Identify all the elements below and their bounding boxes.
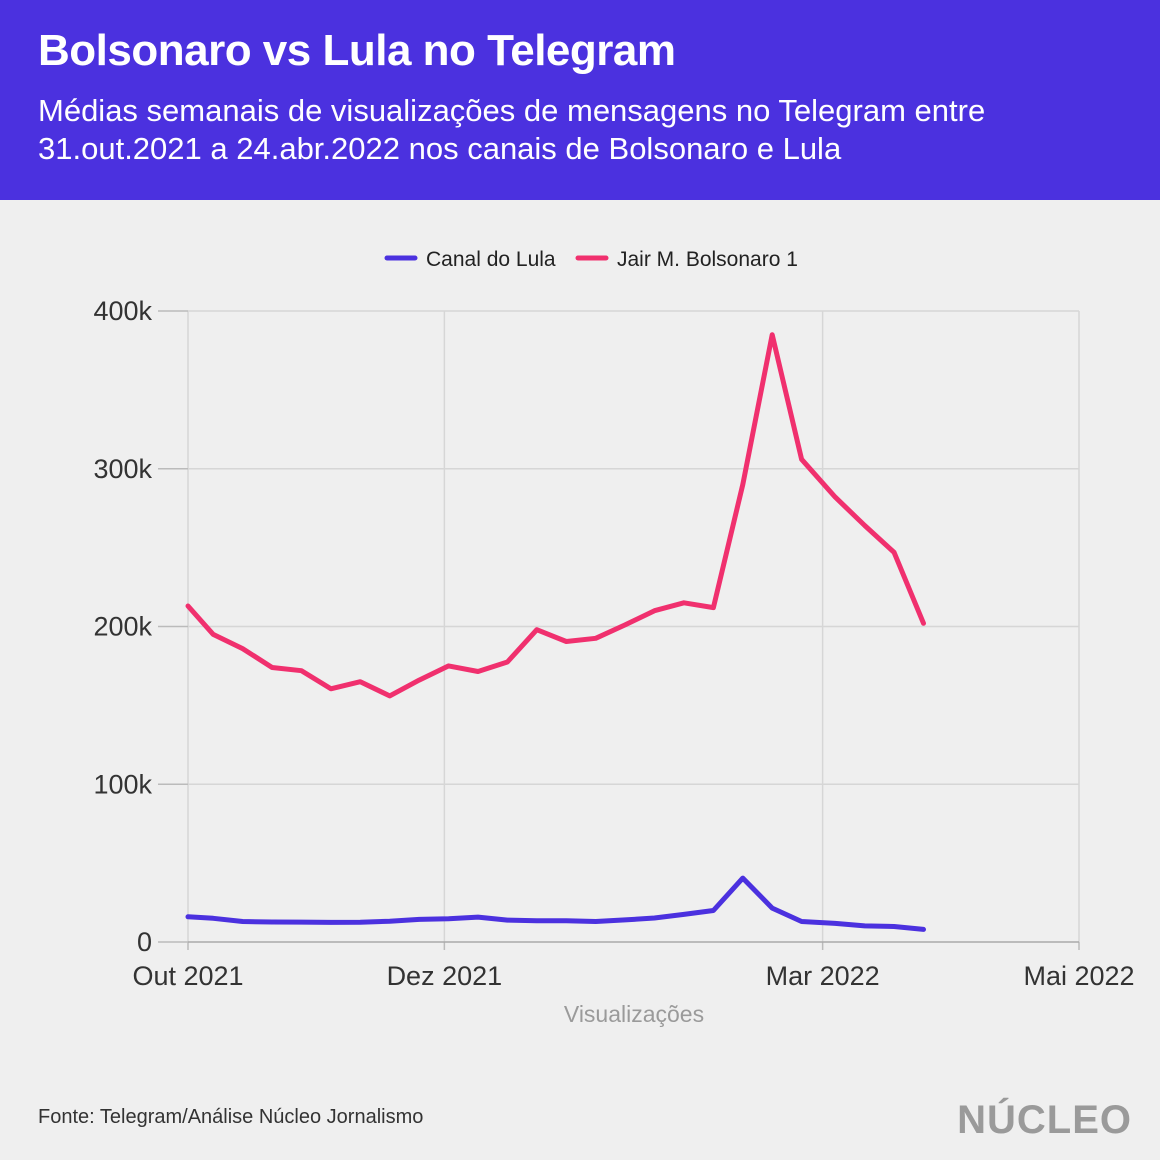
x-axis-label: Visualizações (564, 1001, 704, 1027)
axes: 0 100k 200k 300k 400k Out 2021 Dez 2021 Mar 202… (93, 296, 1134, 991)
x-tick-label: Out 2021 (132, 961, 243, 991)
x-tick-label: Dez 2021 (387, 961, 503, 991)
grid (187, 310, 1080, 942)
nucleo-logo: NÚCLEO (957, 1098, 1132, 1142)
y-tick-label: 400k (93, 296, 152, 326)
series-line-lula (185, 875, 926, 932)
x-tick-label: Mai 2022 (1023, 961, 1134, 991)
y-tick-label: 0 (137, 927, 152, 957)
legend-label-bolsonaro: Jair M. Bolsonaro 1 (617, 248, 798, 271)
chart-title: Bolsonaro vs Lula no Telegram (38, 26, 676, 75)
x-tick-label: Mar 2022 (766, 961, 880, 991)
line-chart: Canal do Lula Jair M. Bolsonaro 1 0 100k 2… (93, 248, 1134, 1027)
y-tick-label: 100k (93, 769, 152, 799)
y-tick-label: 300k (93, 454, 152, 484)
source-note: Fonte: Telegram/Análise Núcleo Jornalism… (38, 1106, 424, 1128)
series (185, 332, 926, 932)
legend-label-lula: Canal do Lula (426, 248, 556, 271)
header: Bolsonaro vs Lula no Telegram Médias sem… (0, 0, 1160, 200)
legend: Canal do Lula Jair M. Bolsonaro 1 (384, 248, 798, 271)
series-line-bolsonaro (185, 332, 926, 699)
chart-subtitle: Médias semanais de visualizações de mens… (38, 93, 986, 166)
y-tick-label: 200k (93, 612, 152, 642)
